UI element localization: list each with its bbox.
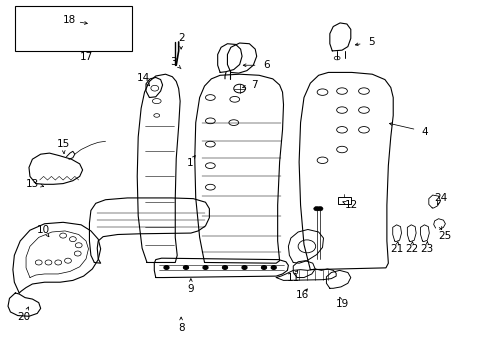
Text: 10: 10 [37,225,50,235]
Circle shape [242,266,246,269]
Circle shape [271,266,276,269]
Text: 20: 20 [18,312,31,322]
Text: 19: 19 [335,299,348,309]
Text: 17: 17 [79,52,92,62]
Text: 12: 12 [345,200,358,210]
Text: 15: 15 [57,139,70,149]
Text: 9: 9 [187,284,194,294]
Circle shape [163,266,168,269]
Circle shape [317,207,323,211]
Text: 13: 13 [26,179,39,189]
Text: 25: 25 [437,231,450,240]
Text: 2: 2 [178,33,184,43]
Text: 24: 24 [433,193,446,203]
Text: 11: 11 [286,273,299,283]
Text: 3: 3 [170,57,177,67]
Text: 4: 4 [421,127,427,136]
Circle shape [203,266,207,269]
Text: 22: 22 [404,244,418,254]
Bar [15,6,132,51]
Text: 6: 6 [263,60,269,70]
Circle shape [261,266,266,269]
Text: 8: 8 [178,323,184,333]
Text: 23: 23 [420,244,433,254]
FancyBboxPatch shape [337,197,350,204]
Circle shape [183,266,188,269]
Circle shape [222,266,227,269]
Text: 18: 18 [62,15,76,26]
Text: 16: 16 [295,291,308,301]
Text: 5: 5 [367,37,374,47]
Text: 1: 1 [186,158,193,168]
Text: 14: 14 [136,73,149,83]
Text: 7: 7 [250,80,257,90]
Text: 21: 21 [389,244,403,254]
Circle shape [313,207,319,211]
